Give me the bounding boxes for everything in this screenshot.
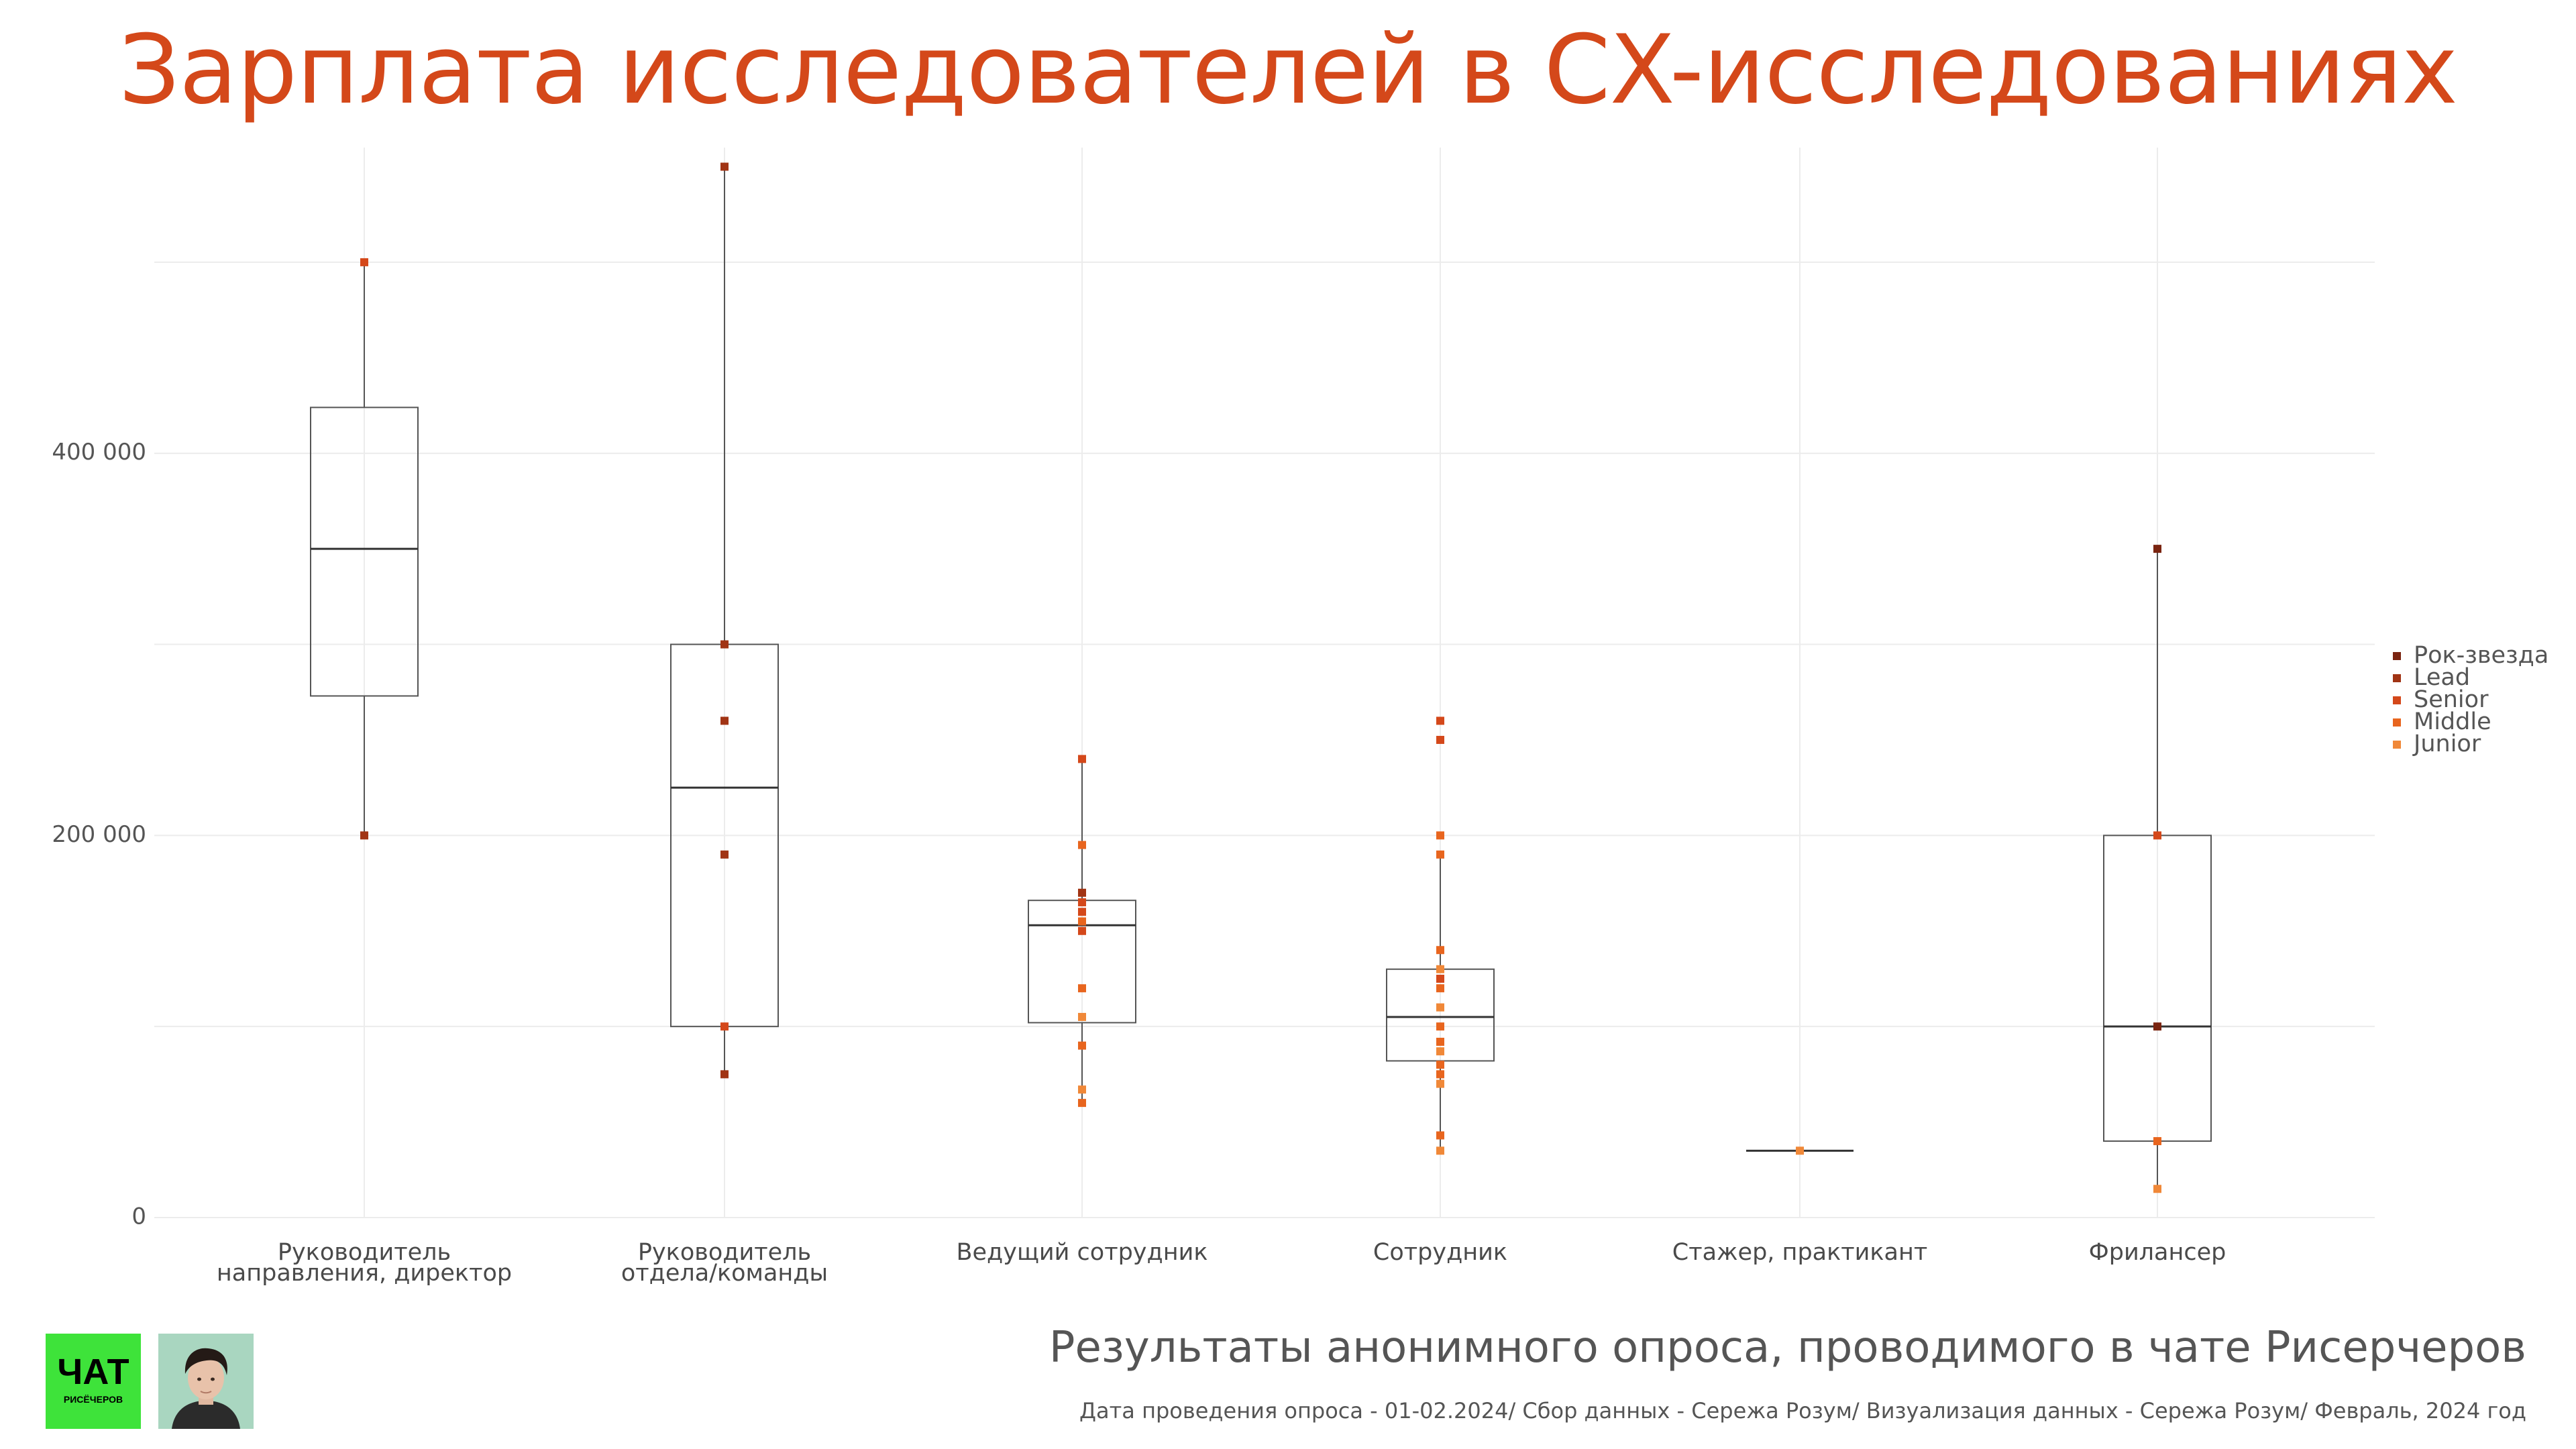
chart-subtitle: Результаты анонимного опроса, проводимог…: [1049, 1323, 2526, 1373]
legend-label: Senior: [2414, 686, 2489, 713]
data-point: [1078, 1012, 1086, 1021]
data-point: [1078, 841, 1086, 849]
logo-title: ЧАТ: [57, 1352, 129, 1392]
author-avatar: [158, 1334, 254, 1429]
data-point: [720, 850, 729, 859]
data-point: [2153, 1022, 2161, 1031]
data-point: [1436, 946, 1444, 955]
data-point: [1436, 1131, 1444, 1140]
data-point: [1078, 984, 1086, 993]
x-tick-label: Стажер, практикант: [1672, 1239, 1928, 1266]
data-point: [1078, 908, 1086, 916]
data-point: [1436, 974, 1444, 983]
legend-swatch: [2393, 696, 2401, 704]
x-tick-label: направления, директор: [217, 1260, 512, 1287]
data-point: [1078, 1099, 1086, 1108]
legend-label: Middle: [2414, 708, 2491, 735]
data-point: [1078, 898, 1086, 907]
data-point: [720, 1070, 729, 1079]
data-point: [1078, 1085, 1086, 1094]
data-point: [1436, 965, 1444, 973]
x-tick-label: Сотрудник: [1373, 1239, 1507, 1266]
legend-label: Рок-звезда: [2414, 642, 2548, 669]
data-point: [1436, 831, 1444, 840]
data-point: [720, 640, 729, 649]
data-point: [720, 716, 729, 725]
data-point: [1436, 1061, 1444, 1069]
data-point: [2153, 831, 2161, 840]
data-point: [1796, 1146, 1804, 1155]
data-point: [720, 1022, 729, 1031]
x-tick-label: отдела/команды: [621, 1260, 828, 1287]
x-tick-label: Руководитель: [278, 1239, 451, 1266]
legend-swatch: [2393, 674, 2401, 682]
grid-lines: [154, 148, 2375, 1218]
data-point: [1436, 1022, 1444, 1031]
legend-label: Junior: [2412, 731, 2481, 757]
legend-label: Lead: [2414, 664, 2470, 691]
data-point: [1436, 1070, 1444, 1079]
box-iqr: [310, 407, 419, 697]
legend-swatch: [2393, 718, 2401, 727]
data-point: [1078, 755, 1086, 763]
data-point: [1436, 735, 1444, 744]
data-point: [1436, 984, 1444, 993]
chat-logo: ЧАТ РИСЁЧЕРОВ: [46, 1334, 141, 1429]
y-tick-label: 400 000: [52, 439, 146, 466]
box-plots: [310, 166, 2212, 1189]
data-point: [1436, 1146, 1444, 1155]
x-tick-label: Ведущий сотрудник: [957, 1239, 1208, 1266]
legend-swatch: [2393, 741, 2401, 749]
data-point: [1078, 917, 1086, 926]
chart-caption: Дата проведения опроса - 01-02.2024/ Сбо…: [1079, 1398, 2526, 1424]
data-point: [1078, 926, 1086, 935]
y-tick-label: 200 000: [52, 821, 146, 848]
data-point: [1436, 1037, 1444, 1046]
x-tick-label: Фрилансер: [2089, 1239, 2226, 1266]
data-point: [1436, 850, 1444, 859]
legend-swatch: [2393, 652, 2401, 660]
y-tick-label: 0: [131, 1203, 146, 1230]
data-point: [1436, 1047, 1444, 1056]
data-point: [2153, 545, 2161, 553]
avatar-portrait-icon: [158, 1334, 254, 1429]
y-axis-ticks: 0 200 000 400 000: [52, 439, 146, 1230]
chart-title: Зарплата исследователей в CX-исследовани…: [119, 15, 2458, 125]
data-point: [1078, 888, 1086, 897]
data-point: [1436, 1003, 1444, 1012]
data-point: [2153, 1137, 2161, 1146]
logo-subtitle: РИСЁЧЕРОВ: [63, 1394, 123, 1405]
data-point: [2153, 1185, 2161, 1193]
data-point: [1078, 1041, 1086, 1050]
data-point: [1436, 716, 1444, 725]
data-point: [360, 258, 368, 266]
data-point: [1436, 1079, 1444, 1088]
data-points: [360, 162, 2161, 1193]
data-point: [720, 162, 729, 171]
x-tick-label: Руководитель: [638, 1239, 811, 1266]
data-point: [360, 831, 368, 840]
